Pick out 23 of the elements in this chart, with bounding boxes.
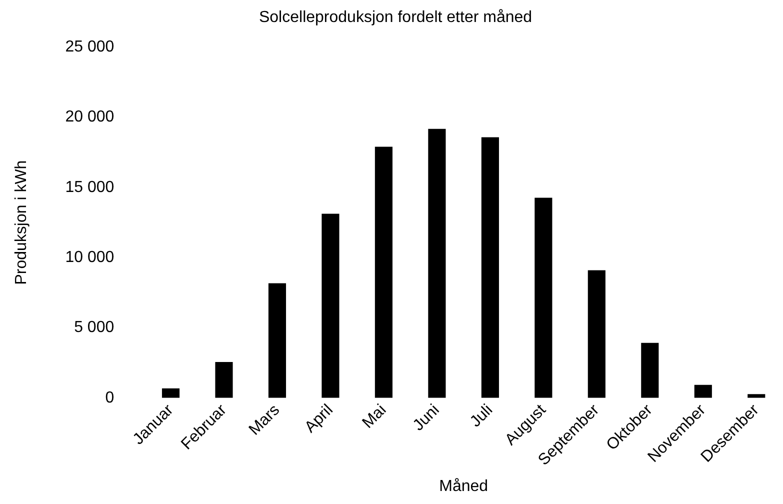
y-tick-label: 10 000	[65, 249, 114, 266]
bar	[215, 362, 233, 398]
x-tick-label: Juli	[467, 402, 496, 431]
bar	[162, 388, 180, 398]
y-axis-title: Produksjon i kWh	[13, 160, 30, 285]
bar	[534, 198, 552, 398]
y-tick-label: 15 000	[65, 178, 114, 196]
bar	[322, 214, 340, 398]
bar	[481, 137, 499, 398]
x-tick-label: Mai	[359, 402, 390, 432]
y-tick-label: 0	[105, 389, 114, 406]
bar	[588, 270, 606, 398]
y-tick-label: 20 000	[65, 108, 114, 126]
bar	[428, 128, 446, 398]
bar	[641, 342, 659, 398]
chart-title: Solcelleproduksjon fordelt etter måned	[258, 9, 532, 26]
y-tick-label: 5 000	[74, 319, 114, 336]
bar	[748, 394, 766, 398]
bar	[694, 384, 712, 398]
bar	[268, 283, 286, 398]
bar	[374, 146, 392, 398]
x-axis-title: Måned	[439, 478, 488, 495]
y-tick-label: 25 000	[65, 38, 114, 56]
